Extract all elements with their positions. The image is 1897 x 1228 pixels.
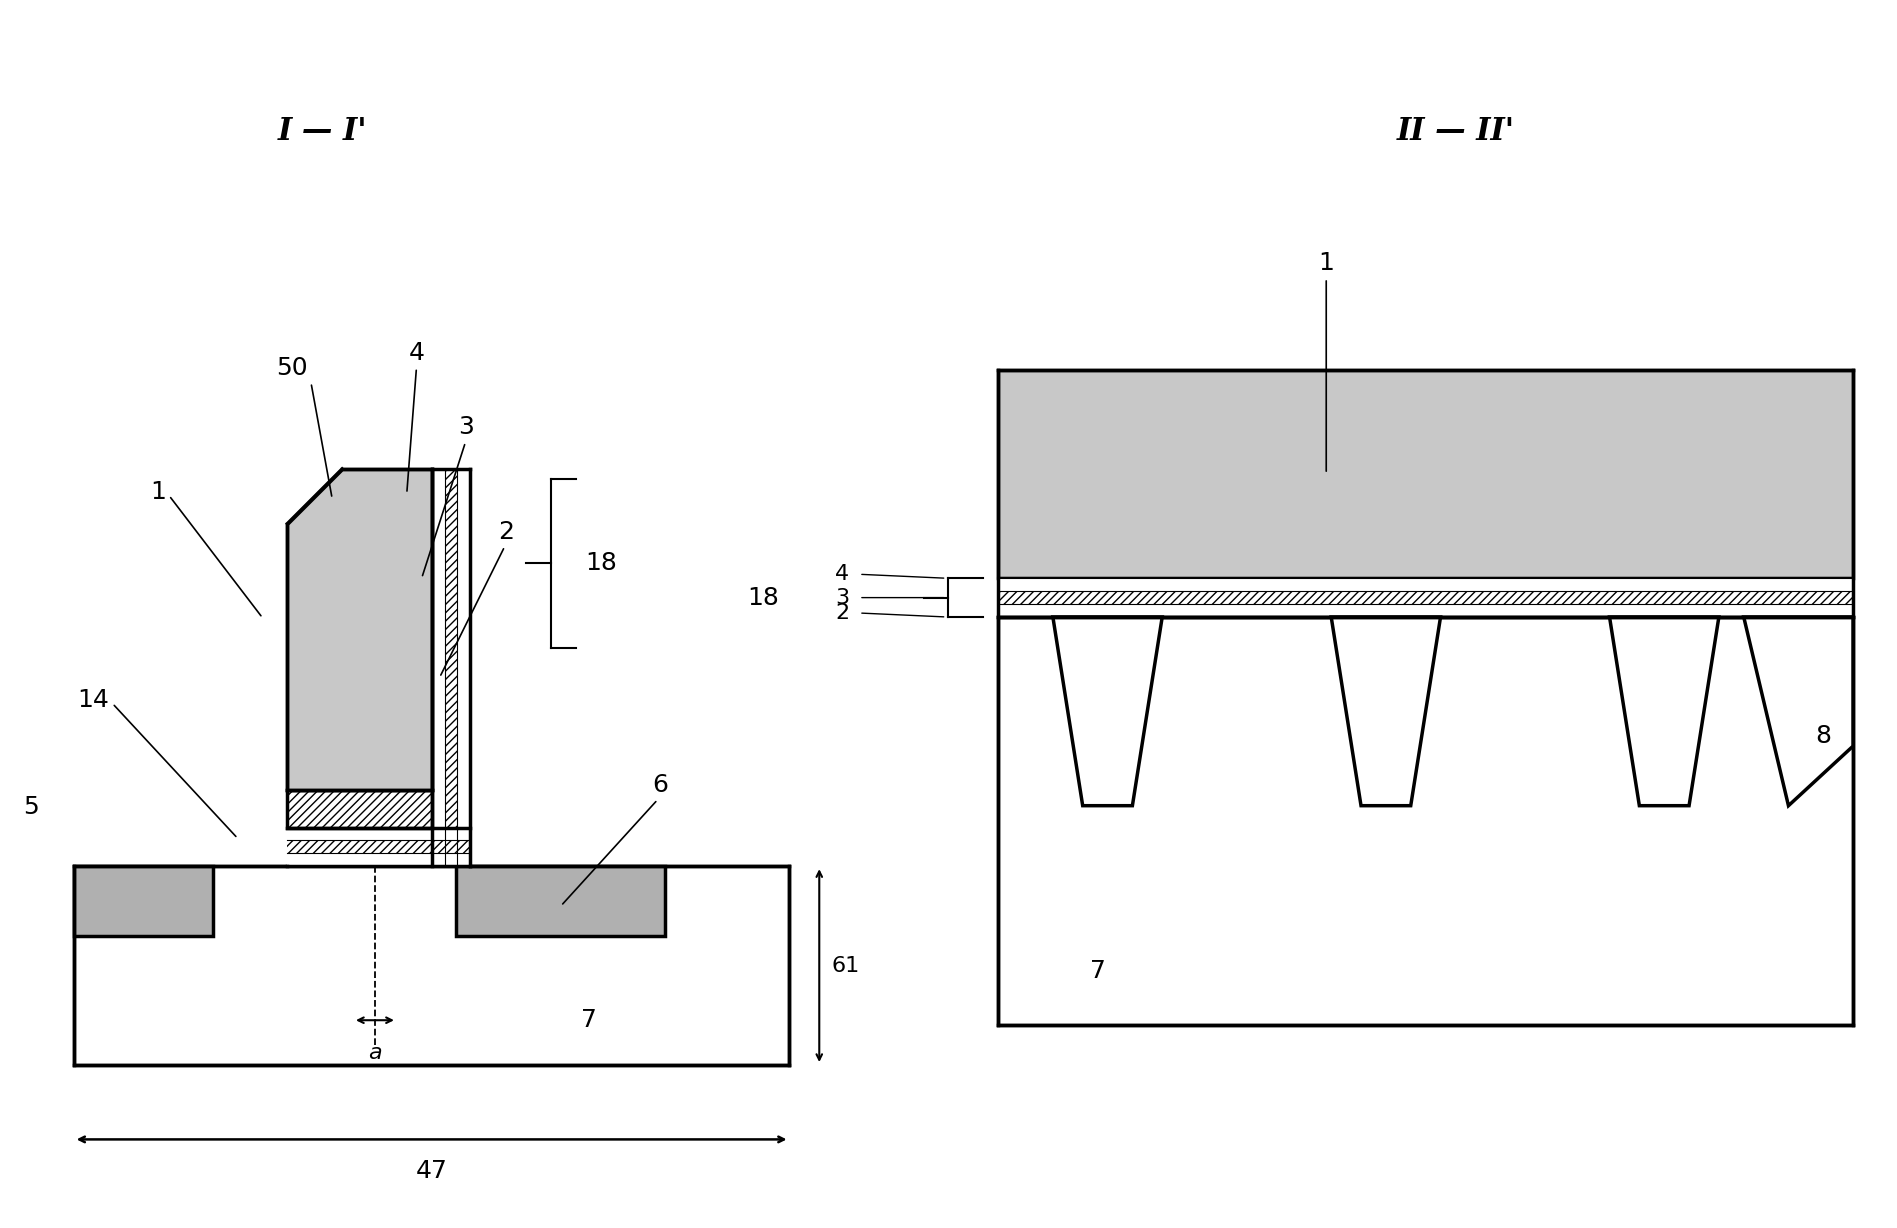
Text: 1: 1 <box>1318 252 1334 472</box>
Bar <box>457 866 666 936</box>
Bar <box>998 604 1853 616</box>
Bar <box>998 370 1853 578</box>
Text: 18: 18 <box>747 586 780 609</box>
Text: 4: 4 <box>835 565 850 585</box>
Text: 50: 50 <box>277 356 332 496</box>
Polygon shape <box>1609 616 1719 806</box>
Text: 4: 4 <box>408 340 425 491</box>
Polygon shape <box>1053 616 1163 806</box>
Bar <box>74 866 212 936</box>
Text: 7: 7 <box>580 1008 598 1033</box>
Text: 7: 7 <box>1089 959 1106 982</box>
Text: 14: 14 <box>78 689 235 836</box>
Bar <box>288 790 433 828</box>
Bar <box>288 828 470 840</box>
Text: 5: 5 <box>23 795 40 819</box>
Text: 2: 2 <box>835 603 850 623</box>
Bar <box>998 616 1853 1025</box>
Text: I — I': I — I' <box>277 115 368 147</box>
Bar <box>444 469 457 866</box>
Text: 18: 18 <box>586 551 618 576</box>
Polygon shape <box>1743 616 1853 806</box>
Text: 2: 2 <box>440 519 514 675</box>
Polygon shape <box>1332 616 1440 806</box>
Text: 61: 61 <box>831 955 859 975</box>
Text: a: a <box>368 1043 381 1063</box>
Text: 8: 8 <box>1815 725 1831 748</box>
Bar <box>288 840 470 853</box>
Bar <box>74 866 789 1065</box>
Text: 6: 6 <box>563 772 668 904</box>
Bar <box>998 578 1853 591</box>
Polygon shape <box>288 469 433 790</box>
Bar <box>457 469 470 866</box>
Text: 47: 47 <box>415 1159 448 1184</box>
Text: 3: 3 <box>423 415 474 576</box>
Text: II — II': II — II' <box>1396 115 1514 147</box>
Bar <box>998 591 1853 604</box>
Bar <box>288 853 470 866</box>
Bar <box>433 469 444 866</box>
Text: 1: 1 <box>150 480 262 615</box>
Text: 3: 3 <box>835 588 850 608</box>
